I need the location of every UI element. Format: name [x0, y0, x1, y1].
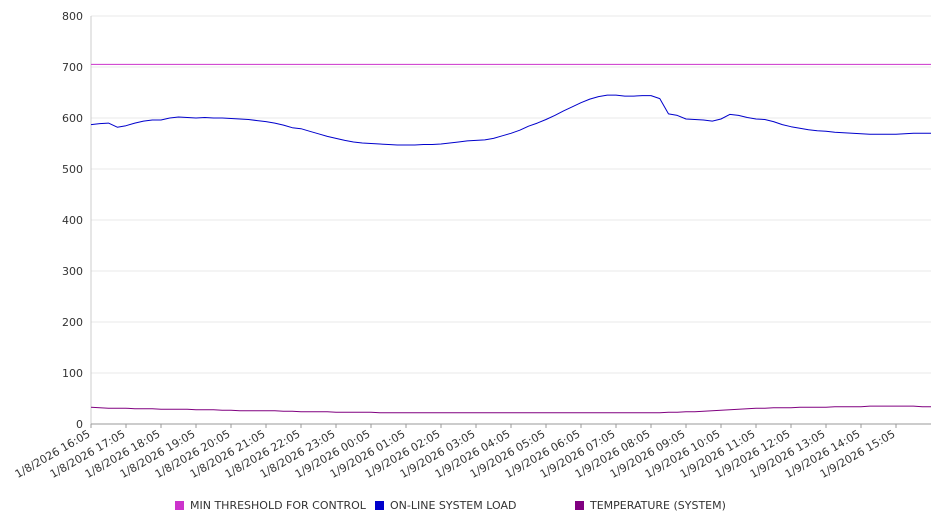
- y-tick-label: 200: [62, 316, 83, 329]
- y-tick-label: 100: [62, 367, 83, 380]
- legend-item: TEMPERATURE (SYSTEM): [575, 499, 726, 512]
- y-tick-label: 0: [76, 418, 83, 431]
- y-tick-label: 700: [62, 61, 83, 74]
- series-line-1: [90, 94, 931, 146]
- legend-swatch: [575, 501, 584, 510]
- y-tick-labels: 0 100 200 300 400 500 600 700 800: [62, 10, 83, 431]
- y-tick-label: 800: [62, 10, 83, 23]
- legend-swatch: [375, 501, 384, 510]
- y-tick-label: 300: [62, 265, 83, 278]
- legend-label: ON-LINE SYSTEM LOAD: [390, 499, 516, 512]
- axes: [90, 16, 931, 428]
- legend-item: MIN THRESHOLD FOR CONTROL: [175, 499, 367, 512]
- legend-swatch: [175, 501, 184, 510]
- series-lines: [90, 63, 931, 414]
- legend-label: MIN THRESHOLD FOR CONTROL: [190, 499, 367, 512]
- y-tick-label: 500: [62, 163, 83, 176]
- legend-item: ON-LINE SYSTEM LOAD: [375, 499, 516, 512]
- x-tick-labels: 1/8/2026 16:051/8/2026 17:051/8/2026 18:…: [13, 427, 898, 481]
- y-tick-label: 600: [62, 112, 83, 125]
- legend-label: TEMPERATURE (SYSTEM): [589, 499, 726, 512]
- series-line-2: [90, 405, 931, 414]
- y-tick-label: 400: [62, 214, 83, 227]
- legend: MIN THRESHOLD FOR CONTROL ON-LINE SYSTEM …: [175, 499, 726, 512]
- gridlines: [91, 15, 931, 374]
